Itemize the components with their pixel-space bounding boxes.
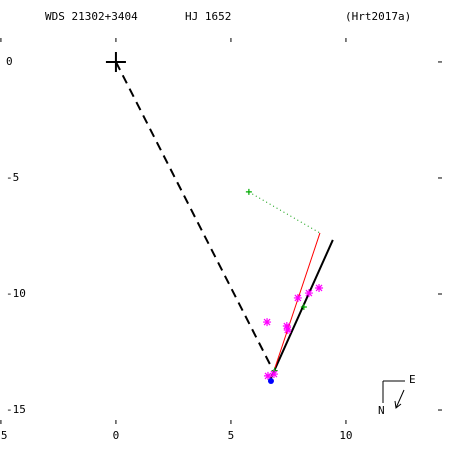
- x-tick-label: 0: [113, 429, 120, 442]
- x-tick-label: 10: [339, 429, 352, 442]
- point: [263, 318, 272, 327]
- point: [283, 325, 292, 334]
- y-tick-label: -15: [6, 403, 26, 416]
- point: [282, 322, 291, 331]
- point: [269, 370, 278, 379]
- y-tick-label: -5: [6, 171, 19, 184]
- compass-n-label: N: [378, 404, 385, 417]
- point: [315, 283, 324, 292]
- orbit-line: [248, 191, 321, 234]
- point: [293, 293, 302, 302]
- orbit-line: [115, 61, 273, 369]
- point: [105, 51, 126, 72]
- arrow-head: [394, 400, 402, 409]
- point: [267, 378, 274, 385]
- point: [304, 289, 313, 298]
- point: [245, 188, 252, 195]
- reference: (Hrt2017a): [345, 10, 411, 23]
- point: [300, 303, 307, 310]
- chart-title: WDS 21302+3404: [45, 10, 138, 23]
- y-tick-label: 0: [6, 55, 13, 68]
- point: [263, 371, 272, 380]
- y-tick-label: -10: [6, 287, 26, 300]
- chart-subtitle: HJ 1652: [185, 10, 231, 23]
- x-tick-label: -5: [0, 429, 8, 442]
- motion-arrow: [395, 389, 405, 409]
- orbit-line: [269, 239, 334, 381]
- compass-e-label: E: [409, 373, 416, 386]
- x-tick-label: 5: [228, 429, 235, 442]
- compass: E N: [378, 373, 416, 417]
